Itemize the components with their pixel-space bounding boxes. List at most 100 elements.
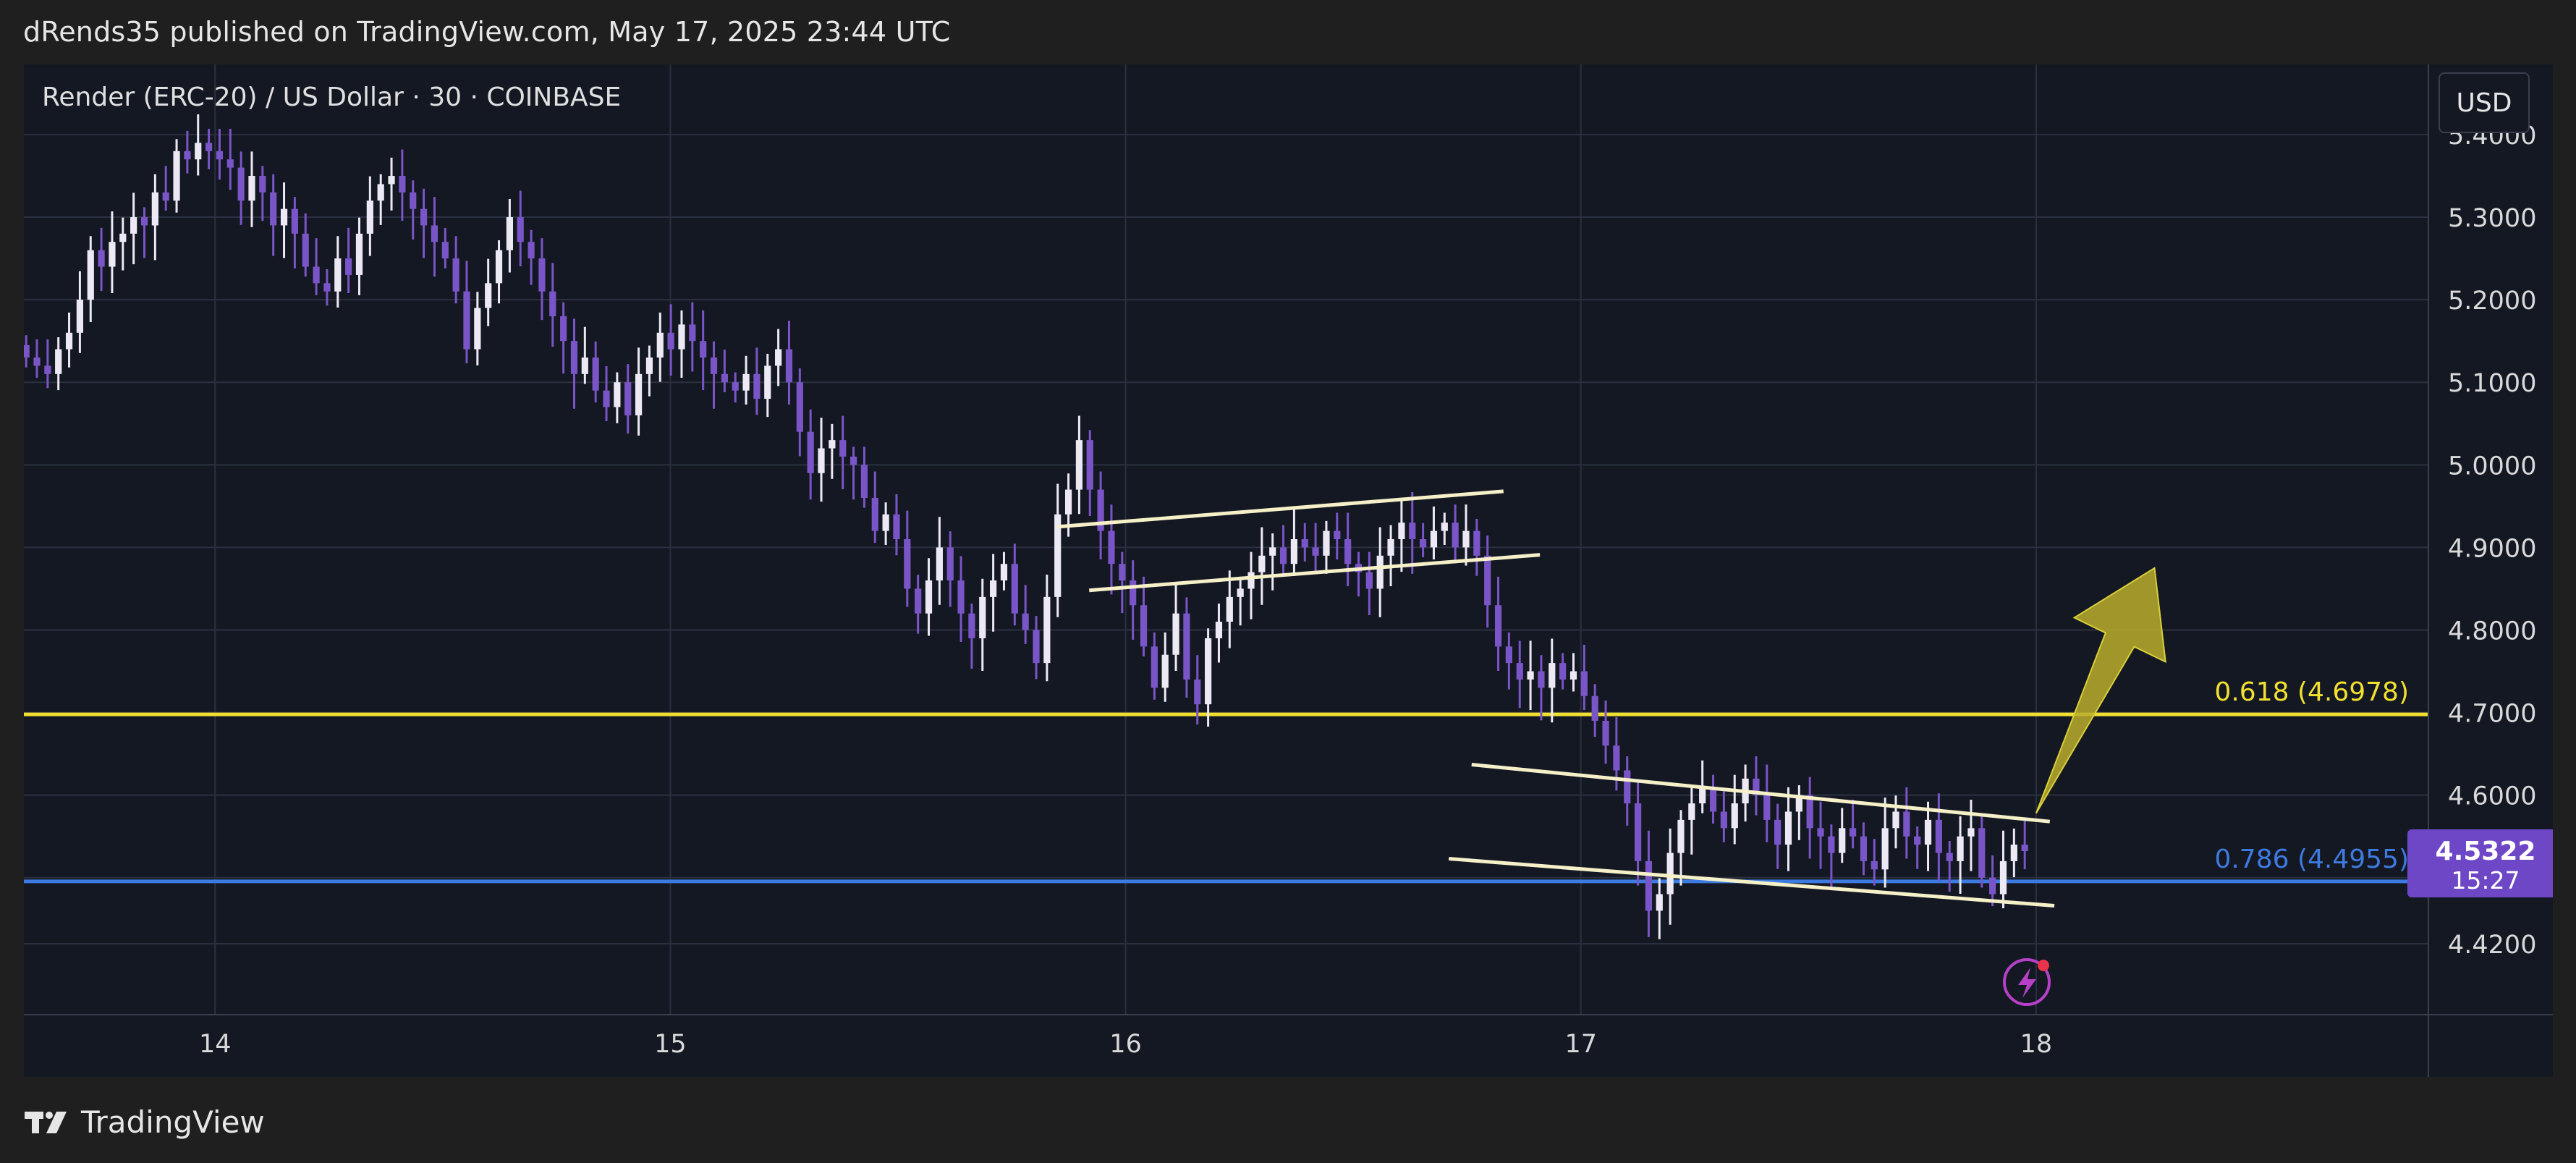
candle-body [785, 349, 793, 383]
candle-body [1774, 819, 1781, 845]
last-price-tag [2407, 829, 2553, 898]
candle-body [1323, 530, 1330, 556]
candle-body [689, 324, 696, 342]
candle-body [700, 341, 707, 358]
candle-body [1559, 663, 1567, 680]
candle-body [366, 200, 373, 234]
time-tick-label: 17 [1564, 1030, 1597, 1059]
drawing-layer [1057, 489, 2166, 908]
candle-body [1258, 555, 1266, 572]
candle-body [1064, 489, 1072, 515]
candle-body [280, 208, 288, 226]
candle-body [248, 176, 255, 201]
price-chart[interactable]: 0.618 (4.6978)0.786 (4.4955) 4.42004.500… [24, 64, 2553, 1077]
candle-body [1290, 539, 1298, 564]
candle-body [1151, 646, 1158, 688]
lightning-bolt-icon [2018, 968, 2036, 998]
price-tick-label: 5.0000 [2448, 452, 2536, 481]
candle-body [1494, 605, 1502, 647]
marker-layer [2003, 958, 2051, 1006]
price-tick-label: 4.7000 [2448, 700, 2536, 729]
candle-body [1806, 795, 1813, 829]
price-tick-label: 4.6000 [2448, 782, 2536, 811]
candle-body [1269, 547, 1276, 556]
candle-body [1130, 580, 1137, 606]
candle-body [291, 208, 298, 234]
candle-body [410, 192, 417, 209]
time-tick-label: 14 [199, 1030, 232, 1059]
candle-body [860, 465, 868, 498]
candle-body [560, 316, 567, 342]
candle-body [1656, 894, 1663, 911]
alert-lightning-icon[interactable] [2003, 958, 2051, 1006]
publisher-line: dRends35 published on TradingView.com, M… [23, 16, 951, 48]
candle-body [1516, 663, 1523, 680]
candle-body [775, 349, 782, 366]
candle-body [1548, 663, 1556, 688]
candle-body [1505, 646, 1513, 664]
symbol-title[interactable]: Render (ERC-20) / US Dollar · 30 · COINB… [42, 83, 622, 112]
candle-body [570, 341, 578, 374]
candle-body [1828, 836, 1835, 853]
candle-body [1462, 530, 1470, 548]
falling-channel-lower-line [1449, 857, 2055, 908]
candle-body [1645, 860, 1653, 911]
candle-body [904, 539, 911, 589]
candle-body [76, 300, 83, 333]
candle-body [1613, 745, 1620, 771]
candle-body [592, 358, 599, 391]
time-axis-divider [24, 1014, 2553, 1015]
candle-body [957, 580, 965, 614]
candle-body [528, 242, 535, 259]
candle-body [140, 217, 148, 226]
candle-body [710, 358, 718, 374]
candle-body [33, 358, 41, 366]
candle-body [1935, 819, 1942, 853]
candle-body [1903, 811, 1910, 837]
candle-body [1624, 770, 1631, 804]
candle-body [1430, 530, 1438, 548]
candle-body [474, 308, 481, 350]
candle-body [313, 266, 320, 284]
candle-body [1033, 630, 1040, 664]
candle-body [1365, 572, 1373, 589]
candle-body [1237, 588, 1244, 597]
candle-body [109, 242, 116, 267]
target-arrow-icon [2035, 567, 2166, 814]
tradingview-brand[interactable]: TradingView [25, 1104, 265, 1140]
candle-body [1022, 613, 1029, 630]
candle-body [44, 365, 51, 374]
currency-button[interactable]: USD [2439, 72, 2530, 133]
candle-body [1677, 819, 1685, 853]
chart-area[interactable]: 0.618 (4.6978) 0.786 (4.4955) 4.42004.500… [24, 64, 2553, 1077]
candle-layer [24, 114, 2028, 939]
candle-body [624, 382, 632, 415]
candle-body [1473, 530, 1480, 556]
candle-body [1591, 695, 1598, 721]
alert-dot-icon [2038, 960, 2049, 971]
candle-body [1999, 860, 2007, 895]
candle-body [990, 580, 997, 597]
candle-body [1731, 803, 1738, 829]
candle-body [355, 233, 363, 275]
candle-body [237, 167, 245, 201]
candle-body [1784, 811, 1792, 845]
candle-body [753, 373, 760, 399]
candle-body [603, 390, 610, 407]
candle-body [1409, 523, 1416, 539]
candle-body [431, 225, 438, 242]
candle-body [485, 283, 492, 308]
candle-body [205, 143, 213, 151]
candle-body [915, 588, 922, 614]
last-price-value: 4.5322 [2436, 837, 2536, 866]
candle-body [151, 192, 158, 226]
candle-body [1914, 836, 1921, 845]
candle-body [345, 258, 352, 275]
candle-body [1720, 811, 1727, 829]
candle-body [1279, 547, 1287, 564]
candle-body [463, 291, 470, 350]
candle-body [1538, 671, 1545, 688]
rising-channel-lower-line [1089, 553, 1541, 593]
candle-body [1334, 530, 1341, 539]
candle-body [1194, 679, 1201, 705]
